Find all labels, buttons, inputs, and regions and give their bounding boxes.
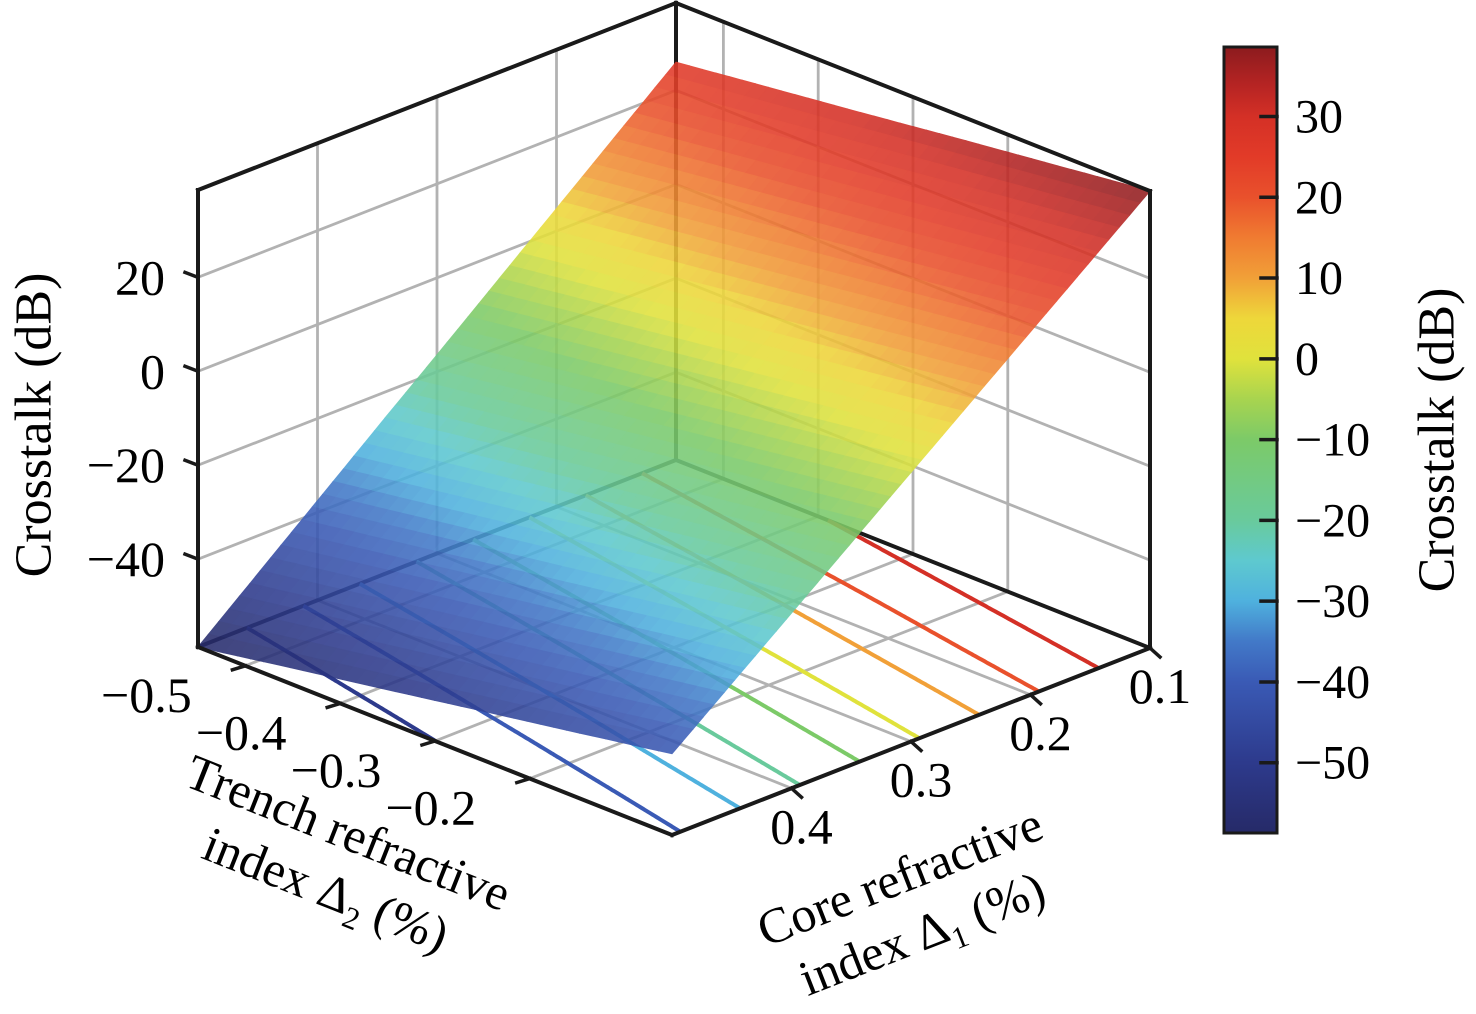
z-axis-tick [182, 457, 201, 468]
core-axis-tick [1147, 645, 1163, 660]
core-axis-tick [1028, 692, 1043, 707]
z-axis-tick-label: 20 [115, 249, 165, 305]
colorbar-tick-label: −50 [1295, 737, 1370, 790]
trench-axis-tick [230, 663, 248, 672]
z-axis-tick [182, 364, 201, 374]
axis-ticks-and-labels: 20 0 −20 −40 −0.5−0.4−0.3−0.2 0.4 0.3 0.2 0.1 [87, 249, 1191, 854]
contour-line-level-30 [827, 518, 1100, 670]
colorbar-tick-label: 0 [1295, 333, 1319, 386]
core-axis-tick [908, 739, 924, 753]
trench-axis-tick-label: −0.5 [101, 667, 192, 723]
colorbar-tick-label: −30 [1295, 575, 1370, 628]
core-axis-tick-label: 0.2 [1009, 705, 1072, 761]
colorbar-tick-label: −10 [1295, 414, 1370, 467]
z-axis-tick-label: −20 [87, 437, 165, 493]
z-axis-tick-label: −40 [87, 531, 165, 587]
colorbar-title: Crosstalk (dB) [1408, 287, 1466, 593]
core-axis-tick-label: 0.4 [770, 798, 833, 854]
colorbar: 30 20 10 0 −10 −20 −30 −40 −50 [1222, 45, 1370, 835]
core-axis-tick-label: 0.3 [890, 752, 953, 808]
trench-axis-tick [419, 738, 438, 748]
colorbar-tick-label: 30 [1295, 90, 1343, 143]
trench-axis-tick [325, 701, 343, 710]
z-axis-tick [182, 551, 201, 562]
colorbar-tick-label: −40 [1295, 656, 1370, 709]
grid-line-trench-floor [527, 589, 1010, 781]
colorbar-tick-label: 10 [1295, 252, 1343, 305]
trench-axis-tick [514, 776, 532, 785]
z-axis-tick [182, 270, 201, 280]
surface-mesh [197, 61, 1151, 755]
core-axis-tick [789, 785, 804, 800]
z-axis-title: Crosstalk (dB) [5, 272, 63, 578]
box-edge-top-left [195, 0, 679, 193]
z-axis-tick-label: 0 [140, 343, 165, 399]
trench-axis-tick-label: −0.2 [385, 780, 476, 836]
trench-axis-tick-label: −0.3 [291, 742, 382, 798]
box-edge-top-right [673, 0, 1153, 194]
core-axis-tick-label: 0.1 [1129, 658, 1192, 714]
colorbar-tick-label: −20 [1295, 494, 1370, 547]
colorbar-tick-label: 20 [1295, 171, 1343, 224]
trench-axis-tick-label: −0.4 [196, 704, 287, 760]
